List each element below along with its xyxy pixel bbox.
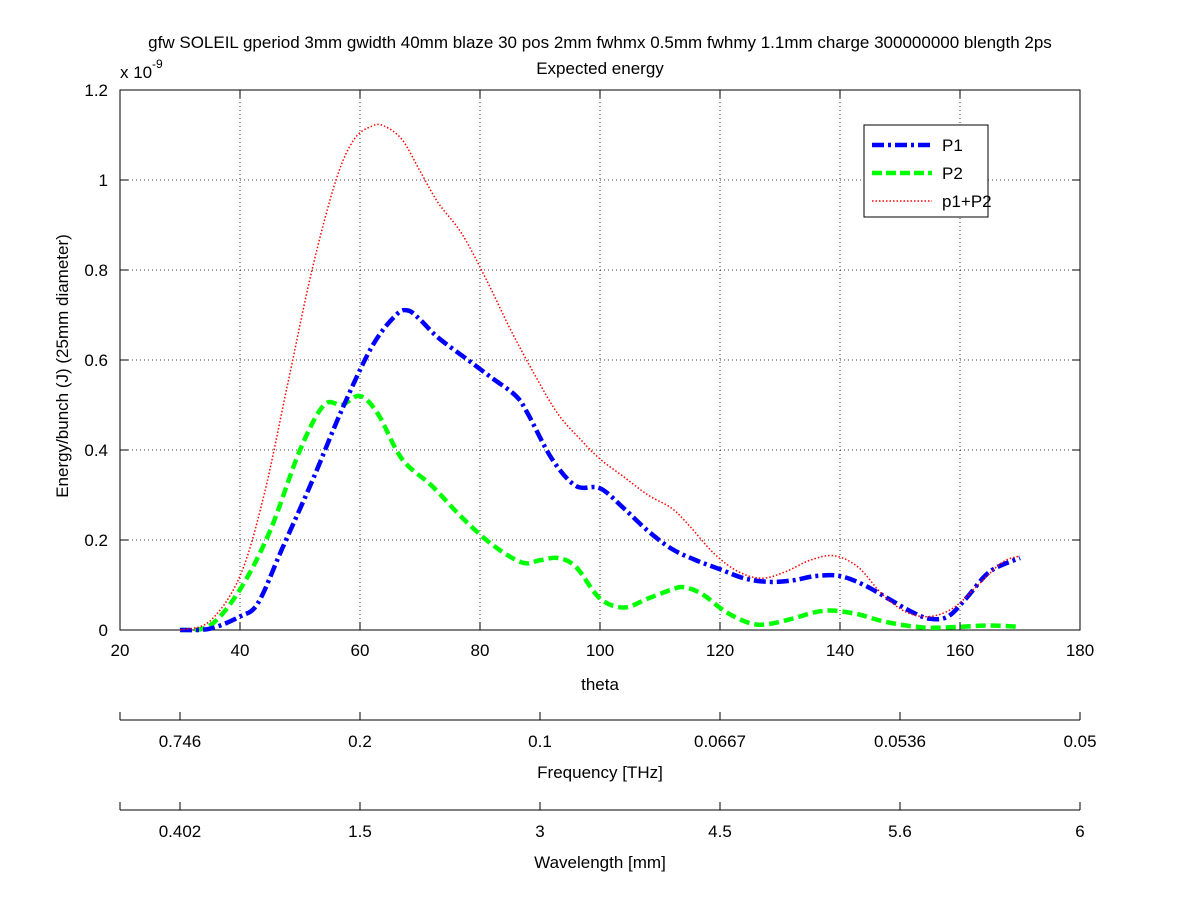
y-tick-labels: 0 0.2 0.4 0.6 0.8 1 1.2 (84, 81, 108, 640)
y-multiplier-exponent: -9 (152, 57, 163, 71)
wavelength-tick-label: 4.5 (708, 822, 732, 841)
frequency-tick-label: 0.746 (159, 732, 202, 751)
x-tick-labels: 20 40 60 80 100 120 140 160 180 (111, 641, 1095, 660)
y-tick-label: 0 (99, 621, 108, 640)
series-line-p1-plus-p2 (179, 123, 1021, 631)
legend: P1 P2 p1+P2 (863, 124, 992, 218)
x-tick-label: 180 (1066, 641, 1094, 660)
frequency-tick-label: 0.0536 (874, 732, 926, 751)
wavelength-tick-label: 1.5 (348, 822, 372, 841)
series-layer (179, 123, 1021, 633)
wavelength-axis-title: Wavelength [mm] (534, 853, 666, 872)
wavelength-tick-label: 5.6 (888, 822, 912, 841)
legend-label-p2: P2 (942, 164, 963, 183)
y-tick-label: 0.2 (84, 531, 108, 550)
y-multiplier-label: x 10 (120, 63, 152, 82)
x-tick-label: 160 (946, 641, 974, 660)
series-line-p1 (179, 307, 1021, 633)
frequency-tick-label: 0.1 (528, 732, 552, 751)
y-axis-title: Energy/bunch (J) (25mm diameter) (53, 234, 72, 498)
x-tick-label: 100 (586, 641, 614, 660)
chart-subtitle: Expected energy (536, 59, 664, 78)
y-tick-label: 1 (99, 171, 108, 190)
y-tick-label: 0.4 (84, 441, 108, 460)
x-axis-title: theta (581, 675, 619, 694)
legend-label-p1-plus-p2: p1+P2 (942, 192, 992, 211)
chart-title: gfw SOLEIL gperiod 3mm gwidth 40mm blaze… (148, 33, 1052, 52)
x-tick-label: 140 (826, 641, 854, 660)
frequency-axis-title: Frequency [THz] (537, 763, 663, 782)
x-tick-label: 80 (471, 641, 490, 660)
wavelength-axis: 0.402 1.5 3 4.5 5.6 6 Wavelength [mm] (119, 802, 1085, 872)
x-tick-label: 120 (706, 641, 734, 660)
wavelength-tick-label: 3 (535, 822, 544, 841)
frequency-tick-label: 0.05 (1063, 732, 1096, 751)
frequency-tick-label: 0.2 (348, 732, 372, 751)
x-tick-label: 40 (231, 641, 250, 660)
y-tick-label: 0.6 (84, 351, 108, 370)
legend-label-p1: P1 (942, 136, 963, 155)
x-tick-label: 60 (351, 641, 370, 660)
frequency-axis: 0.746 0.2 0.1 0.0667 0.0536 0.05 Frequen… (119, 712, 1097, 782)
axis-ticks (119, 89, 1081, 631)
y-tick-label: 0.8 (84, 261, 108, 280)
wavelength-tick-label: 6 (1075, 822, 1084, 841)
y-tick-label: 1.2 (84, 81, 108, 100)
series-line-p2 (179, 393, 1021, 633)
wavelength-tick-label: 0.402 (159, 822, 202, 841)
x-tick-label: 20 (111, 641, 130, 660)
frequency-tick-label: 0.0667 (694, 732, 746, 751)
